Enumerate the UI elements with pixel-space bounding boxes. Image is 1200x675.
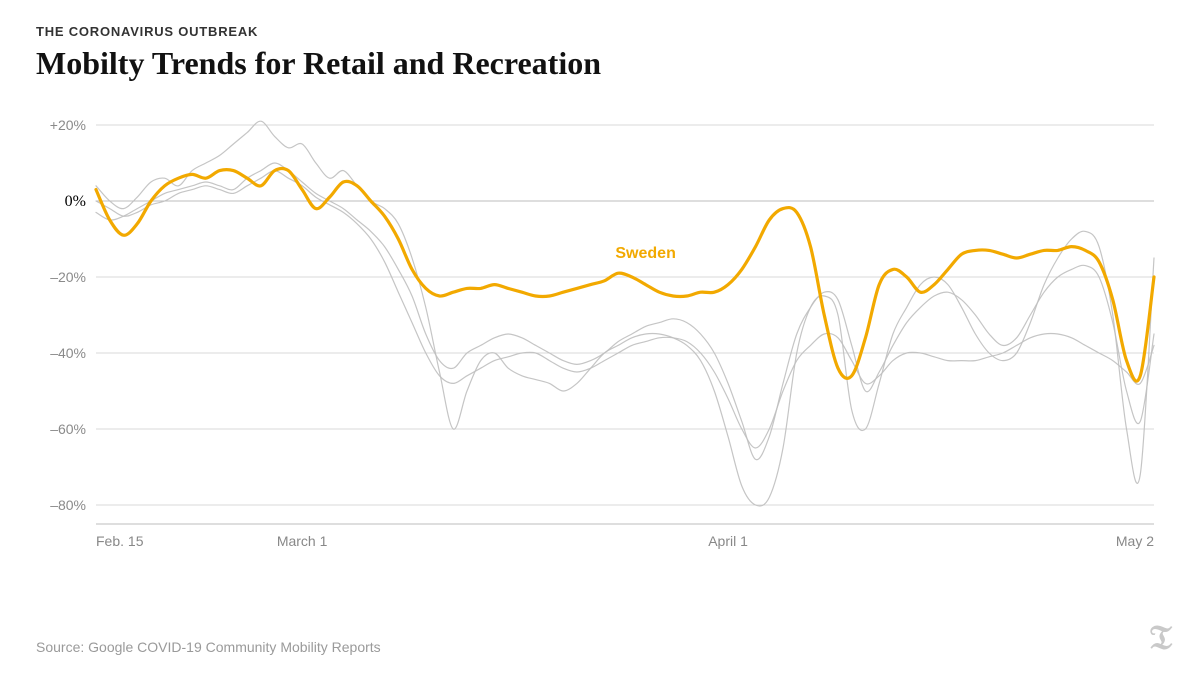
x-tick-label: March 1	[277, 533, 328, 549]
source-note: Source: Google COVID-19 Community Mobili…	[36, 639, 381, 655]
background-series-line	[96, 121, 1154, 506]
nyt-logo-icon: 𝔗	[1149, 615, 1172, 659]
series-annotation: Sweden	[615, 245, 675, 262]
y-tick-label: –80%	[50, 497, 86, 513]
x-tick-label: May 2	[1116, 533, 1154, 549]
y-tick-label: +20%	[50, 117, 86, 133]
y-tick-label: –60%	[50, 421, 86, 437]
line-chart: +20% 0% –20% –40% –60% –80% Feb. 15 March 1 Apri…	[36, 96, 1164, 566]
x-tick-label: April 1	[708, 533, 748, 549]
x-tick-label: Feb. 15	[96, 533, 144, 549]
y-tick-label: 0%	[65, 193, 86, 210]
headline: Mobilty Trends for Retail and Recreation	[36, 45, 1164, 82]
y-tick-label: –20%	[50, 269, 86, 285]
chart-card: THE CORONAVIRUS OUTBREAK Mobilty Trends …	[0, 0, 1200, 675]
background-series-line	[96, 171, 1154, 448]
chart-svg: +20% 0% –20% –40% –60% –80% Feb. 15 March 1 Apri…	[36, 96, 1164, 566]
kicker: THE CORONAVIRUS OUTBREAK	[36, 24, 1164, 39]
y-tick-label: –40%	[50, 345, 86, 361]
background-series-line	[96, 163, 1154, 460]
